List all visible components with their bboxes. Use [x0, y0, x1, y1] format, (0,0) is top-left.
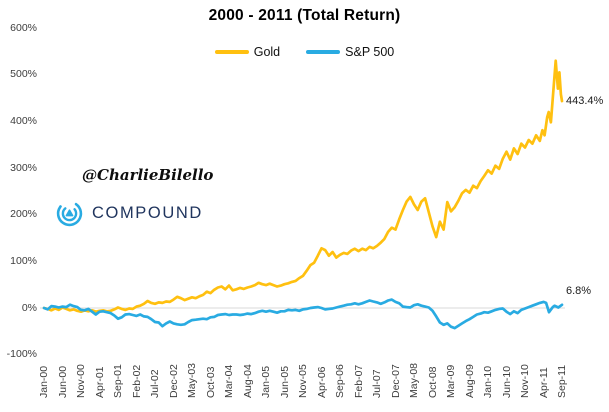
- x-axis-tick-label: Feb-07: [352, 364, 365, 398]
- sp500-data-line: [42, 298, 564, 330]
- y-axis-tick-label: 500%: [10, 68, 37, 81]
- x-axis-tick-label: Aug-09: [463, 364, 476, 398]
- x-axis-tick-label: Mar-04: [223, 364, 235, 398]
- x-axis-tick-label: May-03: [186, 362, 198, 398]
- y-axis-tick-label: 200%: [10, 208, 37, 221]
- compound-logo: COMPOUND: [55, 199, 203, 228]
- x-axis-tick-label: Aug-04: [241, 364, 254, 398]
- x-axis-tick-label: Jul-07: [371, 369, 383, 398]
- legend-item-gold: Gold: [214, 45, 281, 59]
- y-axis-tick-label: 100%: [10, 254, 37, 267]
- x-axis-tick-label: Jun-00: [56, 365, 69, 398]
- twitter-handle-watermark: @CharlieBilello: [82, 166, 214, 184]
- x-axis-tick-label: Jan-00: [38, 365, 50, 398]
- x-axis-tick-label: Sep-06: [334, 364, 346, 398]
- legend-label-sp500: S&P 500: [345, 45, 395, 59]
- compound-logo-icon: [56, 200, 83, 227]
- x-axis-tick-label: Jul-02: [149, 369, 161, 398]
- x-axis-tick-label: Dec-02: [167, 364, 180, 398]
- legend-label-gold: Gold: [253, 45, 281, 59]
- gold-end-value-label: 443.4%: [566, 95, 604, 108]
- x-axis-tick-label: Sep-11: [556, 364, 568, 398]
- y-axis-tick-label: 400%: [10, 114, 37, 127]
- x-axis-tick-label: Jun-05: [278, 365, 291, 398]
- sp500-end-value-label: 6.8%: [566, 284, 592, 297]
- x-axis-tick-label: Mar-09: [445, 364, 457, 398]
- x-axis-tick-label: Nov-10: [519, 364, 531, 398]
- y-axis-tick-label: 0%: [21, 301, 37, 314]
- x-axis-tick-label: Jan-05: [260, 365, 272, 398]
- sp500-line-swatch: [306, 50, 341, 54]
- x-axis-tick-label: Oct-08: [426, 366, 439, 398]
- y-axis-tick-label: 600%: [10, 21, 37, 34]
- x-axis-tick-label: Sep-01: [112, 364, 124, 398]
- y-axis-tick-label: 300%: [10, 161, 37, 174]
- x-axis-tick-label: Nov-00: [75, 364, 87, 398]
- x-axis-tick-label: Jan-10: [482, 365, 494, 398]
- x-axis-tick-label: Dec-07: [389, 364, 402, 398]
- legend-item-sp500: S&P 500: [306, 45, 394, 59]
- x-axis-tick-label: Jun-10: [500, 365, 513, 398]
- chart-title: 2000 - 2011 (Total Return): [208, 7, 401, 24]
- x-axis-tick-label: May-08: [408, 362, 420, 398]
- x-axis-tick-label: Nov-05: [297, 364, 309, 398]
- gold-data-line: [42, 59, 564, 314]
- x-axis-tick-label: Apr-01: [93, 366, 106, 398]
- x-axis-tick-label: Apr-11: [537, 367, 550, 398]
- compound-logo-text: COMPOUND: [92, 204, 203, 222]
- y-axis-tick-label: -100%: [6, 348, 37, 361]
- gold-line-swatch: [214, 50, 249, 54]
- x-axis-tick-label: Apr-06: [315, 366, 328, 398]
- x-axis-tick-label: Oct-03: [204, 366, 217, 398]
- chart-legend: Gold S&P 500: [0, 45, 609, 59]
- x-axis-tick-label: Feb-02: [130, 364, 143, 398]
